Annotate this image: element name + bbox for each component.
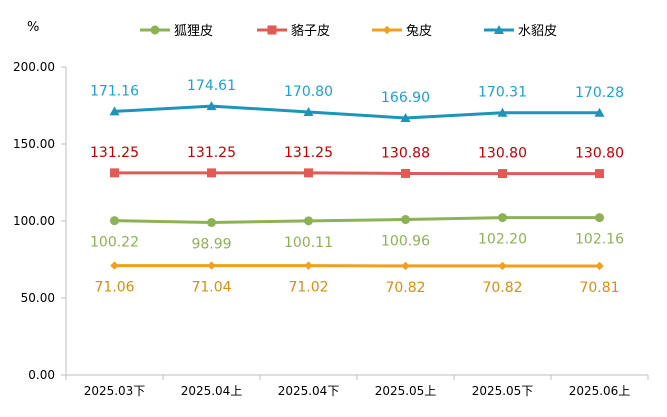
series-line-1 bbox=[115, 218, 600, 223]
y-tick-label: 100.00 bbox=[13, 214, 55, 228]
data-label: 102.20 bbox=[478, 232, 527, 248]
y-tick-label: 0.00 bbox=[28, 368, 55, 382]
legend-marker bbox=[383, 26, 391, 34]
data-label: 70.82 bbox=[385, 280, 425, 296]
x-tick-label: 2025.05上 bbox=[375, 384, 437, 398]
legend-label: 水貂皮 bbox=[518, 24, 557, 39]
data-label: 70.82 bbox=[482, 280, 522, 296]
data-point bbox=[595, 169, 604, 178]
y-unit-label: % bbox=[27, 20, 39, 35]
data-point bbox=[498, 169, 507, 178]
series-line-4 bbox=[115, 106, 600, 118]
data-label: 130.88 bbox=[381, 145, 430, 161]
data-label: 71.04 bbox=[191, 280, 231, 296]
data-label: 170.31 bbox=[478, 85, 527, 101]
x-tick-label: 2025.06上 bbox=[569, 384, 631, 398]
data-label: 131.25 bbox=[284, 145, 333, 161]
data-point bbox=[304, 261, 312, 269]
data-point bbox=[401, 262, 409, 270]
data-label: 174.61 bbox=[187, 78, 236, 94]
x-tick-label: 2025.04下 bbox=[278, 384, 340, 398]
data-label: 170.80 bbox=[284, 84, 333, 100]
data-point bbox=[498, 262, 506, 270]
data-point bbox=[304, 168, 313, 177]
legend-label: 狐狸皮 bbox=[174, 24, 213, 39]
x-tick-label: 2025.04上 bbox=[181, 384, 243, 398]
series-line-2 bbox=[115, 173, 600, 174]
data-label: 71.02 bbox=[288, 280, 328, 296]
data-label: 100.11 bbox=[284, 235, 333, 251]
data-point bbox=[498, 213, 507, 222]
data-point bbox=[207, 261, 215, 269]
data-label: 100.96 bbox=[381, 234, 430, 250]
legend-marker bbox=[151, 26, 160, 35]
y-tick-label: 200.00 bbox=[13, 60, 55, 74]
data-label: 100.22 bbox=[90, 235, 139, 251]
legend-label: 貉子皮 bbox=[291, 23, 330, 39]
data-label: 70.81 bbox=[579, 280, 619, 296]
data-point bbox=[207, 218, 216, 227]
data-label: 166.90 bbox=[381, 90, 430, 106]
data-point bbox=[207, 168, 216, 177]
data-point bbox=[595, 262, 603, 270]
data-point bbox=[304, 216, 313, 225]
data-label: 130.80 bbox=[575, 146, 624, 162]
legend-label: 兔皮 bbox=[406, 24, 432, 39]
data-point bbox=[401, 215, 410, 224]
data-label: 98.99 bbox=[191, 237, 231, 253]
data-label: 71.06 bbox=[94, 280, 134, 296]
data-point bbox=[595, 213, 604, 222]
data-label: 171.16 bbox=[90, 83, 139, 99]
data-point bbox=[110, 216, 119, 225]
y-tick-label: 150.00 bbox=[13, 137, 55, 151]
data-point bbox=[110, 168, 119, 177]
legend-marker bbox=[268, 26, 277, 35]
x-tick-label: 2025.05下 bbox=[472, 384, 534, 398]
data-label: 131.25 bbox=[187, 145, 236, 161]
data-point bbox=[110, 261, 118, 269]
data-label: 131.25 bbox=[90, 145, 139, 161]
data-label: 102.16 bbox=[575, 232, 624, 248]
y-tick-label: 50.00 bbox=[21, 291, 55, 305]
data-label: 170.28 bbox=[575, 85, 624, 101]
data-point bbox=[401, 169, 410, 178]
data-label: 130.80 bbox=[478, 146, 527, 162]
x-tick-label: 2025.03下 bbox=[84, 384, 146, 398]
